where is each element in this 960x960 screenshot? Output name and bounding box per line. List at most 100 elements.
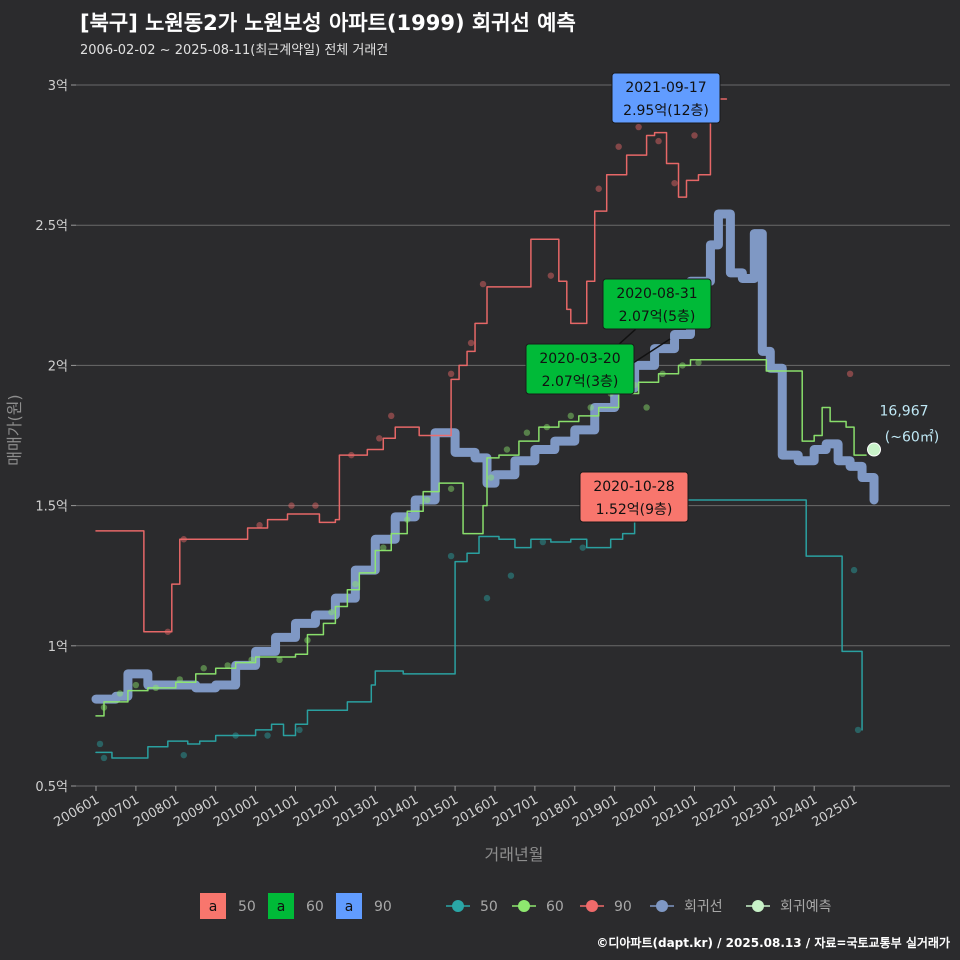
scatter-point: [404, 516, 411, 523]
x-tick-label: 201201: [291, 792, 341, 830]
prediction-point: [867, 442, 882, 457]
annotation-date: 2020-08-31: [616, 286, 697, 302]
annotation-price: 1.52억(9층): [596, 502, 673, 518]
legend-swatch-50: [200, 893, 226, 919]
scatter-point: [479, 280, 487, 288]
y-tick-label: 1억: [48, 640, 68, 655]
scatter-point: [691, 132, 698, 139]
legend: a 50 a 60 a 90 50 60 90 회귀선 회귀예측: [200, 893, 832, 919]
x-tick-label: 201401: [371, 792, 421, 830]
scatter-point: [264, 732, 271, 739]
legend-label-60: 60: [306, 899, 324, 915]
annotation-box: [579, 471, 689, 523]
legend-label-50: 50: [480, 899, 498, 915]
annotation-date: 2021-09-17: [625, 80, 706, 96]
y-axis-title: 매매가(원): [5, 394, 24, 465]
annotation-box: [611, 72, 721, 124]
scatter-point: [507, 572, 515, 579]
scatter-point: [132, 681, 140, 689]
annotation-date: 2020-10-28: [593, 479, 674, 495]
x-tick-label: 200901: [171, 792, 221, 830]
legend-point-90: [586, 900, 598, 912]
x-tick-label: 202001: [610, 792, 660, 830]
scatter-point: [615, 143, 622, 150]
scatter-point: [348, 451, 355, 459]
x-tick-label: 202501: [810, 792, 860, 830]
scatter-point: [643, 404, 650, 411]
scatter-point: [846, 370, 854, 378]
x-tick-label: 202401: [770, 792, 820, 830]
scatter-point: [224, 662, 231, 669]
scatter-point: [635, 123, 642, 131]
scatter-point: [539, 538, 547, 546]
legend-swatch-60: [268, 893, 294, 919]
scatter-point: [116, 690, 124, 697]
scatter-point: [503, 446, 511, 453]
x-tick-label: 200601: [52, 792, 102, 830]
annotations: 2021-09-17 2.95억(12층) 2020-08-31 2.07억(5층) 2…: [525, 72, 721, 523]
y-tick-label: 2.5억: [35, 219, 68, 234]
legend-label-60: 60: [546, 899, 564, 915]
prediction-marker: 16,967 (~60㎡): [867, 404, 939, 457]
x-tick-label: 202301: [730, 792, 780, 830]
scatter-point: [100, 704, 108, 711]
legend-swatch-90: [336, 893, 362, 919]
scatter-point: [850, 566, 858, 574]
scatter-point: [176, 676, 183, 683]
x-tick-label: 201601: [450, 792, 500, 830]
legend-glyph: a: [345, 899, 354, 915]
x-axis-title: 거래년월: [485, 845, 544, 864]
scatter-point: [659, 370, 666, 378]
x-tick-label: 201701: [490, 792, 540, 830]
scatter-point: [447, 485, 455, 492]
scatter-point: [543, 423, 551, 431]
legend-point-회귀예측: [752, 900, 764, 912]
x-tick-label: 200701: [91, 792, 141, 830]
y-tick-label: 1.5억: [35, 500, 68, 515]
scatter-point: [180, 751, 187, 759]
x-tick-label: 201101: [251, 792, 301, 830]
scatter-point: [288, 502, 295, 509]
scatter-point: [100, 754, 108, 762]
series-line-회귀선: [91, 209, 879, 704]
scatter-point: [854, 726, 862, 734]
legend-label-50: 50: [238, 899, 256, 915]
scatter-point: [376, 435, 383, 442]
scatter-points: [96, 123, 862, 762]
x-tick-label: 202101: [650, 792, 700, 830]
chart-title: [북구] 노원동2가 노원보성 아파트(1999) 회귀선 예측: [80, 11, 576, 35]
scatter-point: [312, 502, 319, 509]
x-tick-label: 201901: [570, 792, 620, 830]
scatter-point: [523, 429, 531, 436]
annotation-box: [525, 343, 635, 395]
scatter-point: [248, 656, 255, 664]
chart-subtitle: 2006-02-02 ~ 2025-08-11(최근계약일) 전체 거래건: [80, 43, 388, 58]
legend-point-60: [518, 900, 530, 912]
scatter-point: [487, 474, 495, 481]
scatter-point: [276, 656, 283, 664]
annotation-box: [602, 278, 712, 330]
scatter-point: [256, 522, 263, 529]
scatter-point: [579, 544, 586, 551]
legend-glyph: a: [209, 899, 218, 915]
legend-label-90: 90: [374, 899, 392, 915]
scatter-point: [152, 684, 160, 692]
x-tick-label: 201001: [211, 792, 261, 830]
scatter-point: [96, 740, 104, 748]
scatter-point: [671, 179, 678, 187]
legend-label-회귀예측: 회귀예측: [780, 899, 832, 915]
scatter-point: [388, 412, 395, 420]
legend-point-회귀선: [656, 900, 668, 912]
x-tick-label: 200801: [131, 792, 181, 830]
annotation-price: 2.07억(5층): [619, 309, 696, 325]
scatter-point: [164, 628, 172, 635]
scatter-point: [447, 552, 455, 560]
prediction-value: 16,967: [880, 404, 929, 420]
scatter-point: [200, 665, 207, 672]
x-tick-label: 201301: [331, 792, 381, 830]
legend-glyph: a: [277, 899, 286, 915]
x-tick-label: 201501: [411, 792, 461, 830]
annotation-date: 2020-03-20: [539, 351, 620, 367]
scatter-point: [232, 732, 239, 739]
y-tick-label: 0.5억: [35, 780, 68, 795]
